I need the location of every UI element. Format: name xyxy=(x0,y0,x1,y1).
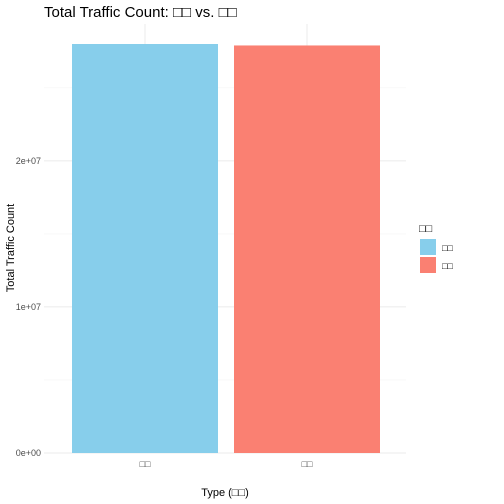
legend-label-1: □□ xyxy=(442,261,453,271)
legend-key-0 xyxy=(420,239,436,255)
y-axis-title: Total Traffic Count xyxy=(5,204,17,292)
y-tick-label: 0e+00 xyxy=(16,448,41,458)
x-axis-ticks: □□ □□ xyxy=(140,459,313,469)
bar-0 xyxy=(72,44,218,453)
y-axis-ticks: 0e+00 1e+07 2e+07 xyxy=(16,156,41,458)
legend-title: □□ xyxy=(419,223,433,235)
y-tick-label: 2e+07 xyxy=(16,156,41,166)
legend: □□ □□ □□ xyxy=(419,223,453,273)
x-tick-label: □□ xyxy=(302,459,313,469)
chart-title: Total Traffic Count: □□ vs. □□ xyxy=(44,4,237,21)
y-tick-label: 1e+07 xyxy=(16,302,41,312)
x-tick-label: □□ xyxy=(140,459,151,469)
x-axis-title: Type (□□) xyxy=(201,487,249,499)
bars xyxy=(72,44,380,453)
legend-key-1 xyxy=(420,257,436,273)
bar-1 xyxy=(234,45,380,453)
legend-label-0: □□ xyxy=(442,243,453,253)
